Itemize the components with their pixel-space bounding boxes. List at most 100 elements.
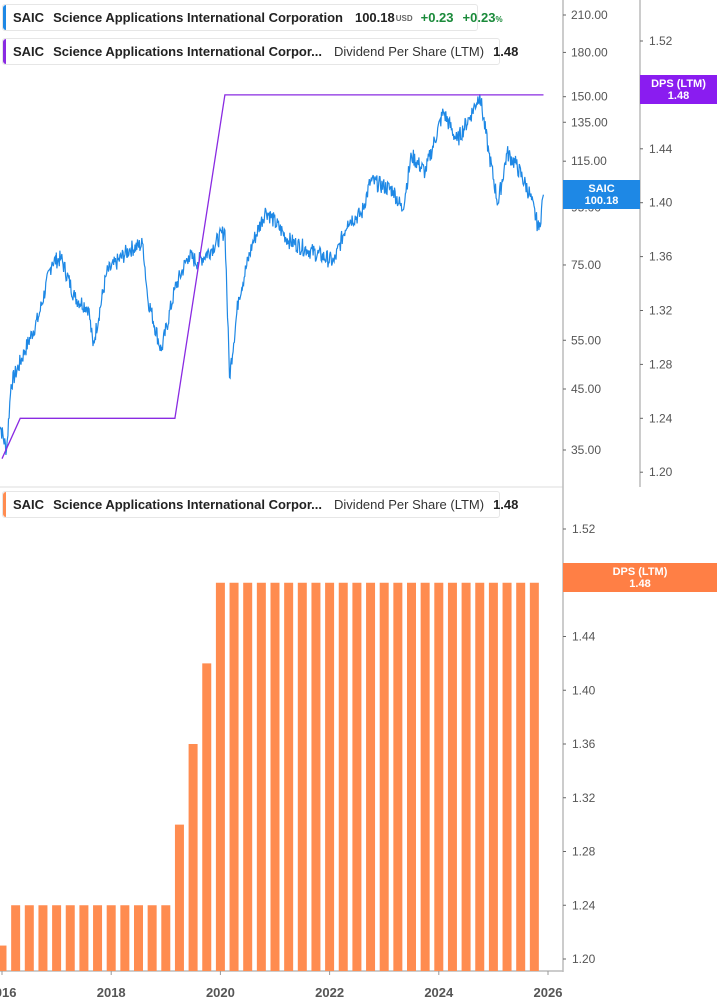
dps-bar [352,582,362,971]
dps-bar [393,582,403,971]
dps-bar [366,582,376,971]
legend-price[interactable]: SAIC Science Applications International … [2,4,503,31]
dps-bar [338,582,348,971]
dps-bar [24,905,34,971]
dps-tick-label: 1.20 [649,465,673,479]
dps-bar [147,905,157,971]
price-tick-label: 45.00 [571,382,601,396]
legend-value: 1.48 [493,497,519,512]
price-last-value-tag: SAIC 100.18 [563,180,640,209]
tag-label: DPS (LTM) [651,78,706,90]
x-tick-label: 2022 [315,985,344,1000]
tag-value: 1.48 [667,90,690,102]
dps-tick-label: 1.28 [649,357,673,371]
dps-bar [311,582,321,971]
bar-y-tick-label: 1.44 [572,630,596,644]
dps-bar [120,905,130,971]
dps-bar [65,905,75,971]
legend-change-pct: +0.23% [463,10,503,25]
dps-bar [270,582,280,971]
dps-bar [256,582,266,971]
pct-sign: % [495,15,503,24]
dps-line [1,94,544,459]
dps-bar [106,905,116,971]
dps-bar [11,905,21,971]
dps-bar [243,582,253,971]
bar-y-tick-label: 1.32 [572,791,596,805]
tag-label: DPS (LTM) [612,566,668,578]
dps-bar [188,744,198,971]
dps-tick-label: 1.24 [649,411,673,425]
dps-bar [502,582,512,971]
bar-y-tick-label: 1.28 [572,845,596,859]
series-color-stripe [3,492,6,517]
dps-bar [229,582,239,971]
dps-bar [434,582,444,971]
dps-bottom-last-value-tag: DPS (LTM) 1.48 [563,563,717,592]
price-tick-label: 75.00 [571,258,601,272]
dps-bar [161,905,171,971]
x-tick-label: 2020 [206,985,235,1000]
legend-metric: Dividend Per Share (LTM) [334,497,485,512]
dps-bar [461,582,471,971]
legend-dps-bottom[interactable]: SAIC Science Applications International … [2,491,518,518]
dps-tick-label: 1.44 [649,142,673,156]
dps-bar [202,663,212,971]
dps-bar [297,582,307,971]
dps-bar [93,905,103,971]
price-tick-label: 135.00 [571,115,608,129]
legend-company-name: Science Applications International Corpo… [53,497,323,512]
series-color-stripe [3,5,6,30]
change-pct-value: +0.23 [462,10,496,25]
dps-bar [325,582,335,971]
legend-price-value: 100.18 [354,10,395,25]
dps-tick-label: 1.40 [649,196,673,210]
bar-y-tick-label: 1.24 [572,898,596,912]
legend-company-name: Science Applications International Corpo… [53,44,323,59]
bar-y-tick-label: 1.20 [572,952,596,966]
dps-bar [215,582,225,971]
price-tick-label: 115.00 [571,154,607,168]
bar-y-tick-label: 1.36 [572,737,596,751]
legend-ticker: SAIC [13,10,45,25]
legend-dps-top[interactable]: SAIC Science Applications International … [2,38,518,65]
dps-tick-label: 1.52 [649,34,673,48]
dps-top-last-value-tag: DPS (LTM) 1.48 [640,75,717,104]
dps-bar [529,582,539,971]
dps-bar [447,582,457,971]
x-tick-label: 2024 [424,985,454,1000]
legend-change: +0.23 [420,10,454,25]
dps-bar [134,905,143,971]
dps-bar [0,945,7,971]
dps-tick-label: 1.32 [649,304,673,318]
dps-bar [38,905,48,971]
legend-currency: USD [395,14,413,23]
x-tick-label: 2018 [97,985,126,1000]
legend-ticker: SAIC [13,497,45,512]
dps-bar [420,582,430,971]
price-tick-label: 210.00 [571,8,608,22]
price-tick-label: 55.00 [571,333,601,347]
dps-bar [407,582,416,971]
tag-label: SAIC [588,183,615,195]
legend-value: 1.48 [493,44,519,59]
dps-bar [379,582,389,971]
x-tick-label: 2026 [534,985,563,1000]
legend-company-name: Science Applications International Corpo… [53,10,343,25]
bar-y-tick-label: 1.52 [572,522,596,536]
dps-bar [79,905,89,971]
dps-bar [475,582,485,971]
price-line [0,94,545,455]
price-tick-label: 180.00 [571,45,608,59]
legend-metric: Dividend Per Share (LTM) [334,44,485,59]
price-tick-label: 150.00 [571,90,608,104]
price-tick-label: 35.00 [571,443,601,457]
dps-bar [516,582,526,971]
dps-bar [284,582,294,971]
dps-bar [174,824,184,971]
legend-ticker: SAIC [13,44,45,59]
tag-value: 1.48 [629,578,651,590]
dps-bar [488,582,498,971]
